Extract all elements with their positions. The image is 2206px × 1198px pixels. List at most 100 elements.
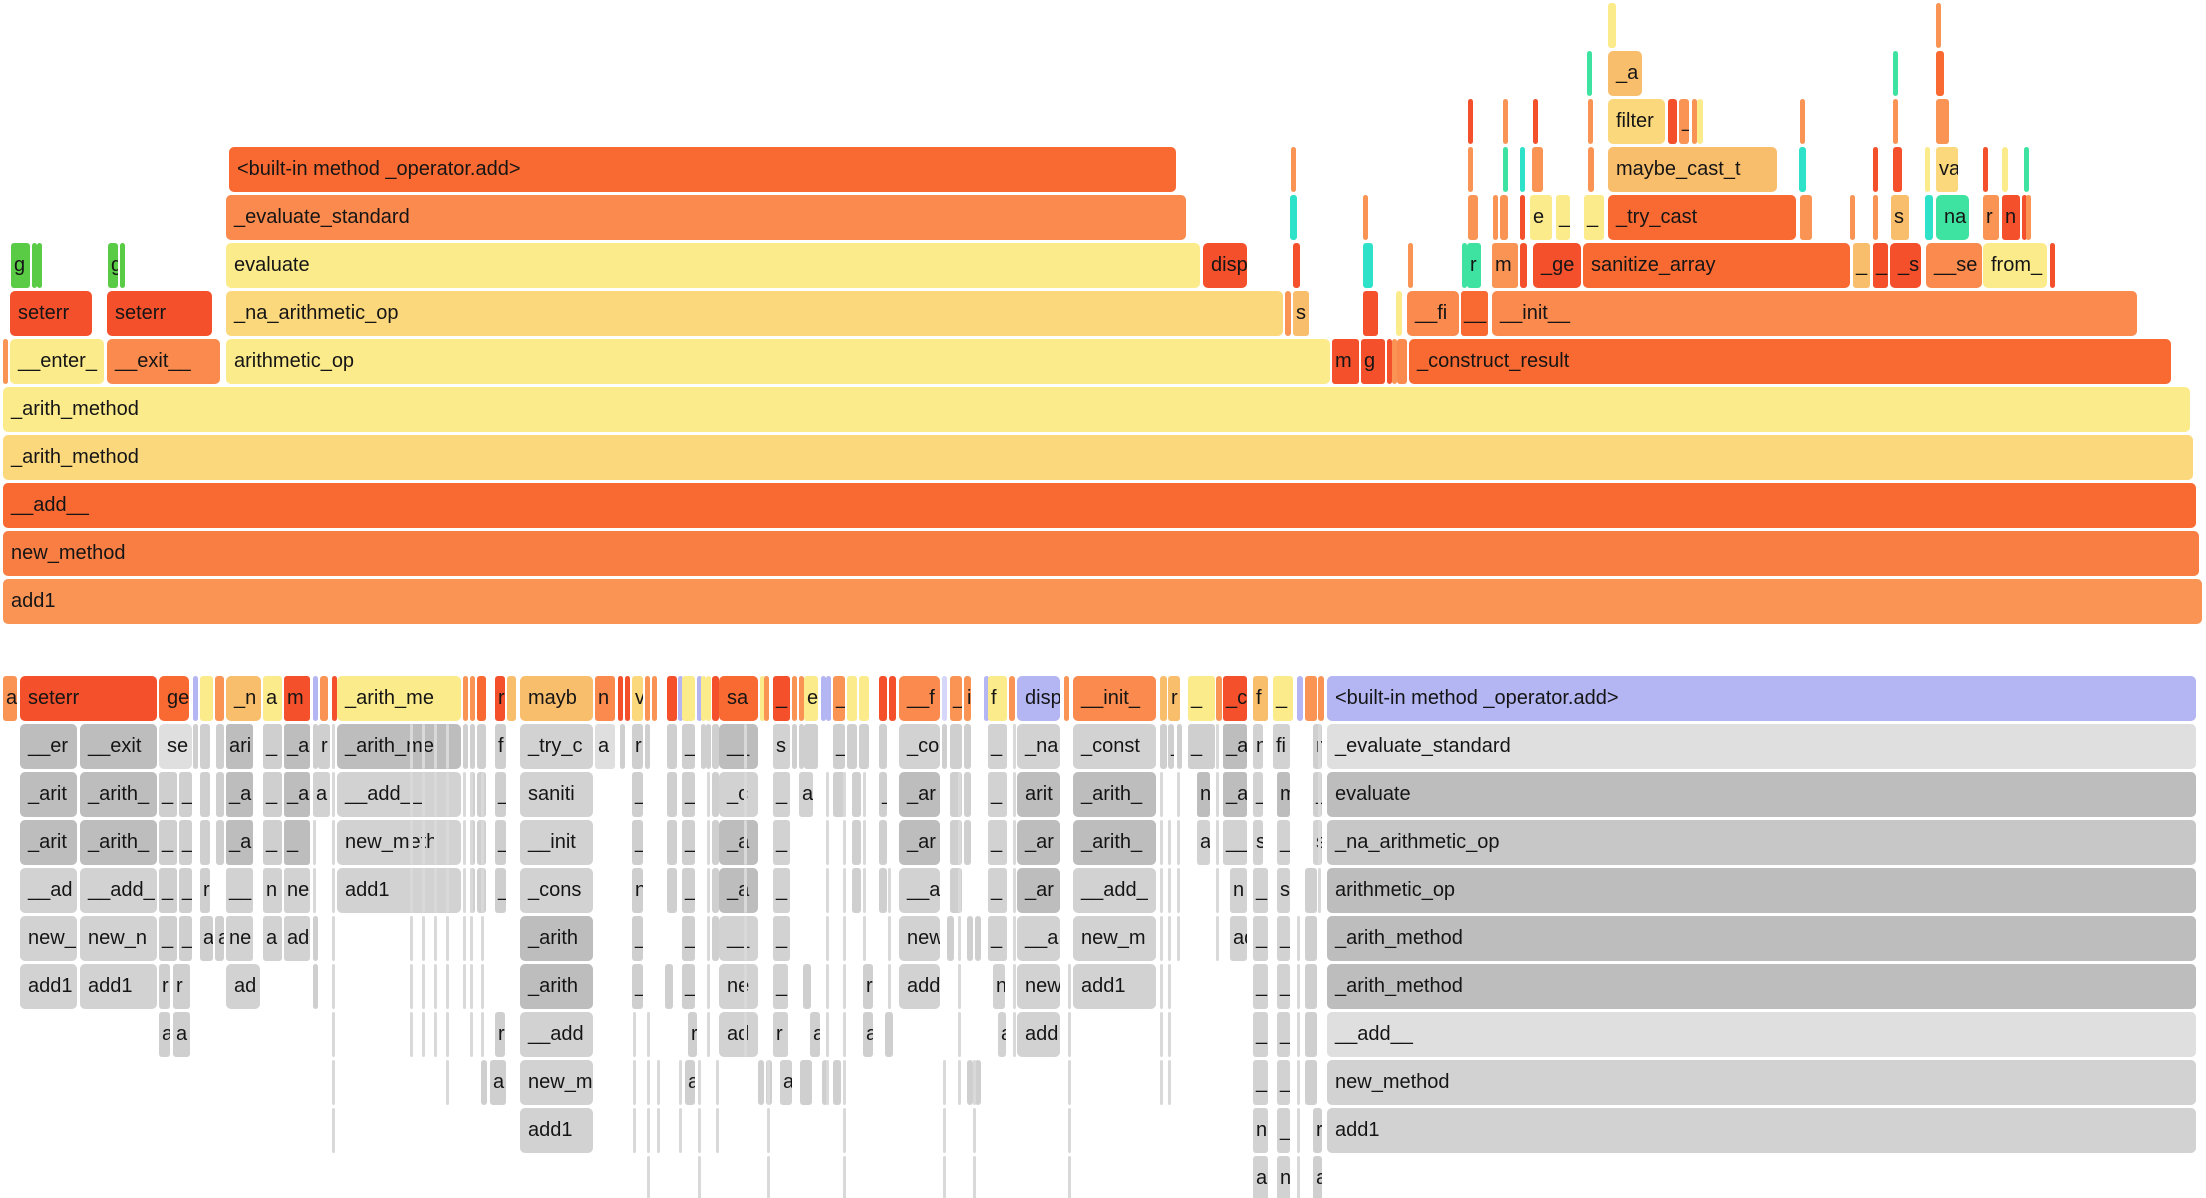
frame-bar[interactable]: arithmetic_op <box>226 339 1330 384</box>
frame-sliver[interactable] <box>647 1012 650 1057</box>
frame-bar[interactable]: new_ <box>20 916 77 961</box>
frame-bar[interactable] <box>950 724 962 769</box>
frame-bar[interactable]: i <box>964 676 971 721</box>
frame-sliver[interactable] <box>716 1108 719 1153</box>
frame-bar[interactable]: _ <box>1679 99 1689 144</box>
frame-sliver[interactable] <box>434 724 437 769</box>
frame-bar[interactable]: sa <box>719 676 758 721</box>
frame-bar[interactable]: _a <box>1223 772 1247 817</box>
frame-sliver[interactable] <box>1168 820 1171 865</box>
frame-bar[interactable]: n <box>1253 724 1263 769</box>
frame-bar[interactable]: _ <box>1188 676 1215 721</box>
frame-bar[interactable]: _ <box>682 916 695 961</box>
frame-sliver[interactable] <box>1068 1108 1071 1153</box>
frame-bar[interactable]: _na_arithmetic_op <box>226 291 1283 336</box>
frame-sliver[interactable] <box>422 772 425 817</box>
frame-bar[interactable]: e <box>804 676 818 721</box>
frame-bar[interactable] <box>1668 99 1677 144</box>
frame-bar[interactable] <box>477 676 486 721</box>
frame-bar[interactable]: seterr <box>107 291 212 336</box>
frame-bar[interactable] <box>1392 339 1397 384</box>
frame-bar[interactable]: add <box>1017 1012 1060 1057</box>
frame-bar[interactable]: r <box>863 964 873 1009</box>
frame-sliver[interactable] <box>1168 868 1171 913</box>
frame-bar[interactable]: s <box>1277 868 1290 913</box>
frame-bar[interactable]: sanitize_array <box>1583 243 1850 288</box>
frame-bar[interactable]: a <box>1313 1156 1322 1198</box>
frame-sliver[interactable] <box>843 1108 846 1153</box>
frame-bar[interactable]: _ <box>179 868 192 913</box>
frame-sliver[interactable] <box>434 964 437 1009</box>
frame-bar[interactable]: _ <box>879 772 887 817</box>
frame-bar[interactable] <box>625 676 630 721</box>
frame-bar[interactable] <box>697 676 702 721</box>
frame-sliver[interactable] <box>744 1012 747 1057</box>
frame-sliver[interactable] <box>332 772 335 817</box>
frame-bar[interactable]: m <box>1492 243 1518 288</box>
frame-sliver[interactable] <box>422 724 425 769</box>
frame-bar[interactable] <box>200 676 213 721</box>
frame-bar[interactable]: new_n <box>80 916 157 961</box>
frame-bar[interactable] <box>1468 99 1473 144</box>
frame-sliver[interactable] <box>410 1012 413 1057</box>
frame-bar[interactable] <box>833 1060 841 1105</box>
frame-bar[interactable] <box>792 676 797 721</box>
frame-bar[interactable] <box>879 676 887 721</box>
frame-sliver[interactable] <box>422 820 425 865</box>
frame-sliver[interactable] <box>647 1156 650 1198</box>
frame-bar[interactable]: va <box>1936 147 1958 192</box>
frame-bar[interactable]: m <box>1277 772 1290 817</box>
frame-bar[interactable]: a <box>685 1060 695 1105</box>
frame-bar[interactable]: _ <box>159 772 177 817</box>
frame-bar[interactable]: _arith <box>520 916 593 961</box>
frame-sliver[interactable] <box>1318 772 1321 817</box>
frame-bar[interactable]: seterr <box>20 676 157 721</box>
frame-bar[interactable]: ari <box>226 724 253 769</box>
frame-bar[interactable]: a <box>863 1012 873 1057</box>
frame-bar[interactable]: _a <box>1608 51 1642 96</box>
frame-bar[interactable] <box>712 676 719 721</box>
frame-bar[interactable]: r <box>318 724 330 769</box>
frame-bar[interactable]: add1 <box>1073 964 1156 1009</box>
frame-bar[interactable] <box>826 676 831 721</box>
frame-bar[interactable] <box>2026 195 2031 240</box>
frame-bar[interactable]: _a <box>284 772 310 817</box>
frame-bar[interactable]: _ <box>682 772 695 817</box>
frame-sliver[interactable] <box>1013 724 1016 769</box>
frame-bar[interactable]: _ <box>1168 724 1174 769</box>
frame-sliver[interactable] <box>744 964 747 1009</box>
frame-sliver[interactable] <box>1318 820 1321 865</box>
frame-bar[interactable]: _ar <box>1017 820 1060 865</box>
frame-sliver[interactable] <box>481 868 484 913</box>
frame-bar[interactable]: _ <box>682 820 695 865</box>
frame-bar[interactable]: _arith_method <box>3 387 2190 432</box>
frame-bar[interactable]: g <box>11 243 30 288</box>
frame-bar[interactable]: r <box>200 868 210 913</box>
frame-sliver[interactable] <box>332 868 335 913</box>
frame-sliver[interactable] <box>1297 1012 1300 1057</box>
frame-sliver[interactable] <box>843 1060 846 1105</box>
frame-bar[interactable]: g <box>1361 339 1385 384</box>
frame-sliver[interactable] <box>463 772 466 817</box>
frame-bar[interactable]: ge <box>159 676 189 721</box>
frame-sliver[interactable] <box>313 868 316 913</box>
frame-sliver[interactable] <box>332 724 335 769</box>
frame-bar[interactable]: n <box>1277 1156 1290 1198</box>
frame-bar[interactable]: n <box>1197 772 1210 817</box>
frame-sliver[interactable] <box>657 1060 660 1105</box>
frame-bar[interactable]: r <box>495 1012 505 1057</box>
frame-bar[interactable] <box>463 724 468 769</box>
frame-bar[interactable] <box>964 724 971 769</box>
frame-bar[interactable] <box>1177 724 1182 769</box>
frame-sliver[interactable] <box>767 1156 770 1198</box>
frame-sliver[interactable] <box>481 1012 484 1057</box>
frame-bar[interactable]: r <box>688 1012 697 1057</box>
frame-bar[interactable]: _ <box>1253 868 1268 913</box>
frame-sliver[interactable] <box>698 1108 701 1153</box>
frame-bar[interactable]: s <box>773 724 790 769</box>
frame-bar[interactable]: _ <box>773 916 790 961</box>
frame-sliver[interactable] <box>958 916 961 961</box>
frame-bar[interactable]: _ <box>1253 1060 1268 1105</box>
frame-bar[interactable]: arithmetic_op <box>1327 868 2196 913</box>
frame-bar[interactable]: __add_ <box>80 868 157 913</box>
